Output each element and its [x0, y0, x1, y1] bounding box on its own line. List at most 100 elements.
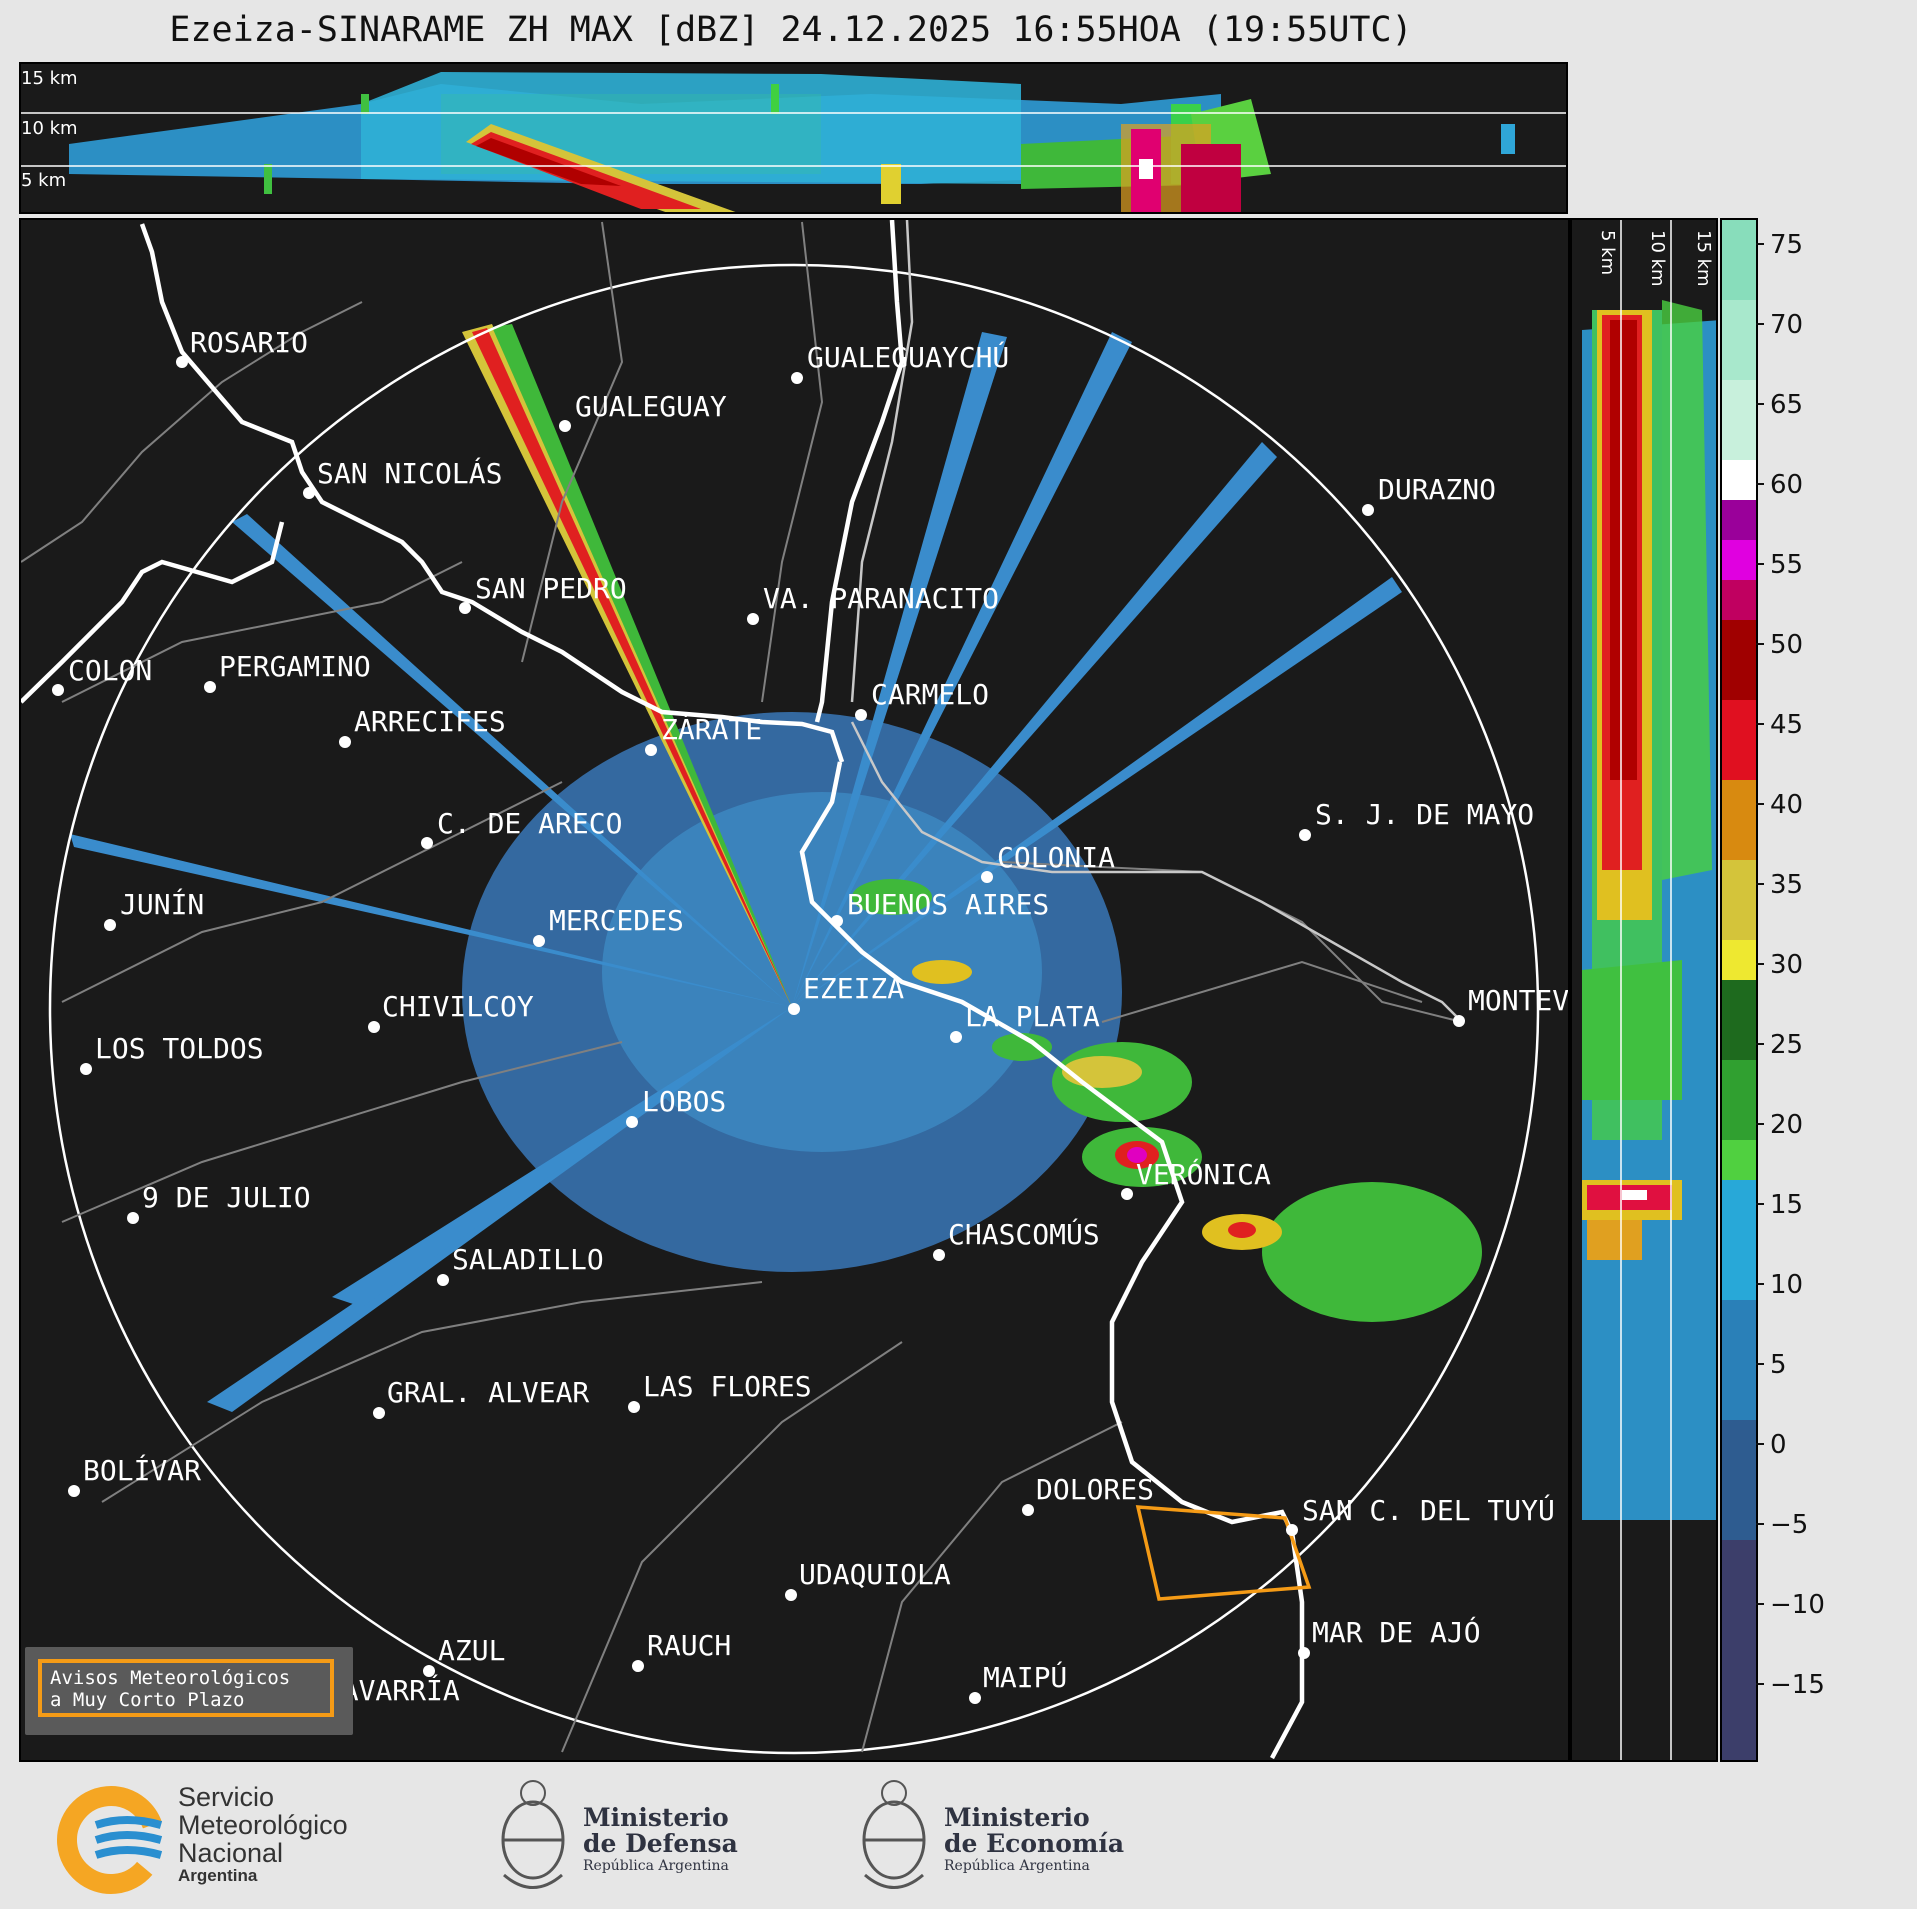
city-dot [559, 420, 571, 432]
city-label: MONTEV [1468, 984, 1568, 1017]
city-label: COLONIA [997, 841, 1115, 874]
city-label: RAUCH [647, 1629, 731, 1662]
city-dot [339, 736, 351, 748]
city-dot [459, 602, 471, 614]
reflectivity-echoes [70, 324, 1482, 1412]
city-dot [969, 1692, 981, 1704]
city-dot [831, 915, 843, 927]
top-cross-section-panel: 15 km 10 km 5 km [19, 62, 1568, 214]
warning-legend-line2: a Muy Corto Plazo [50, 1689, 245, 1711]
city-dot [80, 1063, 92, 1075]
colorbar-tick: 55 [1770, 550, 1803, 580]
city-label: CHASCOMÚS [948, 1217, 1100, 1251]
city-label: SALADILLO [452, 1243, 604, 1276]
city-label: CHIVILCOY [382, 990, 534, 1023]
city-dot [127, 1212, 139, 1224]
colorbar [1720, 218, 1758, 1762]
city-dot [1121, 1188, 1133, 1200]
city-dot [52, 684, 64, 696]
colorbar-tick: 30 [1770, 950, 1803, 980]
city-label: EZEIZA [803, 972, 904, 1005]
city-dot [1298, 1647, 1310, 1659]
defensa-line3: República Argentina [583, 1858, 729, 1874]
city-label: JUNÍN [120, 887, 204, 921]
height-label-10: 10 km [21, 118, 78, 139]
city-label: MAR DE AJÓ [1312, 1615, 1481, 1649]
city-dot [533, 935, 545, 947]
radar-map: ROSARIO GUALEGUAYCHÚ GUALEGUAY SAN NICOL… [19, 218, 1570, 1762]
colorbar-tick: 50 [1770, 630, 1803, 660]
city-dot [1286, 1524, 1298, 1536]
city-dot [626, 1116, 638, 1128]
coastline-rivers [21, 220, 1305, 1760]
city-label: DOLORES [1036, 1473, 1154, 1506]
city-label: C. DE ARECO [437, 807, 622, 840]
city-label: MERCEDES [549, 904, 684, 937]
city-label: 9 DE JULIO [142, 1181, 311, 1214]
defensa-text: Ministerio de Defensa República Argentin… [583, 1805, 738, 1875]
city-dot [303, 487, 315, 499]
footer: Servicio Meteorológico Nacional Argentin… [0, 1765, 1917, 1909]
vheight-label-15: 15 km [1693, 230, 1714, 287]
uruguay-border [850, 220, 1463, 1023]
warning-polygon [1135, 1505, 1312, 1601]
city-label: MAIPÚ [983, 1660, 1067, 1694]
smn-line4: Argentina [178, 1866, 258, 1885]
city-dot [1022, 1504, 1034, 1516]
right-cross-section-plot: 5 km 10 km 15 km [1582, 220, 1722, 1760]
defensa-line1: Ministerio [583, 1803, 729, 1832]
city-label: LAS FLORES [643, 1370, 812, 1403]
radar-map-svg: ROSARIO GUALEGUAYCHÚ GUALEGUAY SAN NICOL… [21, 220, 1568, 1760]
colorbar-tick: 5 [1770, 1350, 1787, 1380]
colorbar-tick: 40 [1770, 790, 1803, 820]
city-dot [791, 372, 803, 384]
city-label: GUALEGUAY [575, 390, 727, 423]
argentina-coat-of-arms-icon [501, 1780, 565, 1889]
city-dot [1453, 1015, 1465, 1027]
warning-legend-line1: Avisos Meteorológicos [50, 1667, 291, 1689]
smn-logo-icon [57, 1786, 165, 1894]
city-label: DURAZNO [1378, 473, 1496, 506]
colorbar-tick: 35 [1770, 870, 1803, 900]
city-label: SAN PEDRO [475, 572, 627, 605]
colorbar-tick: 70 [1770, 310, 1803, 340]
city-dot [204, 681, 216, 693]
height-label-5: 5 km [21, 170, 66, 191]
colorbar-tick: 25 [1770, 1030, 1803, 1060]
city-dot [747, 613, 759, 625]
colorbar-tick: 45 [1770, 710, 1803, 740]
colorbar-ticks: 75 70 65 60 55 50 45 40 35 30 25 20 15 1… [1756, 230, 1825, 1700]
city-dot [421, 837, 433, 849]
top-cross-section-plot: 15 km 10 km 5 km [21, 68, 1566, 214]
vheight-label-10: 10 km [1647, 230, 1668, 287]
city-dot [368, 1021, 380, 1033]
colorbar-tick: −5 [1770, 1510, 1808, 1540]
city-dot [68, 1485, 80, 1497]
city-dot [950, 1031, 962, 1043]
colorbar-tick: 75 [1770, 230, 1803, 260]
city-dot [176, 356, 188, 368]
range-ring [48, 263, 1540, 1755]
city-dot [373, 1407, 385, 1419]
right-cross-section-panel: 5 km 10 km 15 km [1570, 218, 1722, 1762]
colorbar-tick: −15 [1770, 1670, 1825, 1700]
argentina-coat-of-arms-icon [862, 1780, 926, 1889]
economia-line3: República Argentina [944, 1858, 1090, 1874]
smn-line1: Servicio [178, 1782, 275, 1812]
economia-line2: de Economía [944, 1829, 1125, 1858]
colorbar-gradient [1722, 220, 1756, 1760]
smn-logo-text: Servicio Meteorológico Nacional Argentin… [178, 1783, 348, 1885]
city-dot [423, 1665, 435, 1677]
city-dot [981, 871, 993, 883]
page-title: Ezeiza-SINARAME ZH MAX [dBZ] 24.12.2025 … [169, 10, 1413, 50]
city-label: BUENOS AIRES [847, 888, 1049, 921]
city-label: ROSARIO [190, 326, 308, 359]
city-label: UDAQUIOLA [799, 1558, 951, 1591]
city-dot [855, 709, 867, 721]
city-label: S. J. DE MAYO [1315, 798, 1534, 831]
city-dot [1362, 504, 1374, 516]
city-dot [1299, 829, 1311, 841]
city-label: PERGAMINO [219, 650, 371, 683]
city-dot [788, 1003, 800, 1015]
city-dot [628, 1401, 640, 1413]
